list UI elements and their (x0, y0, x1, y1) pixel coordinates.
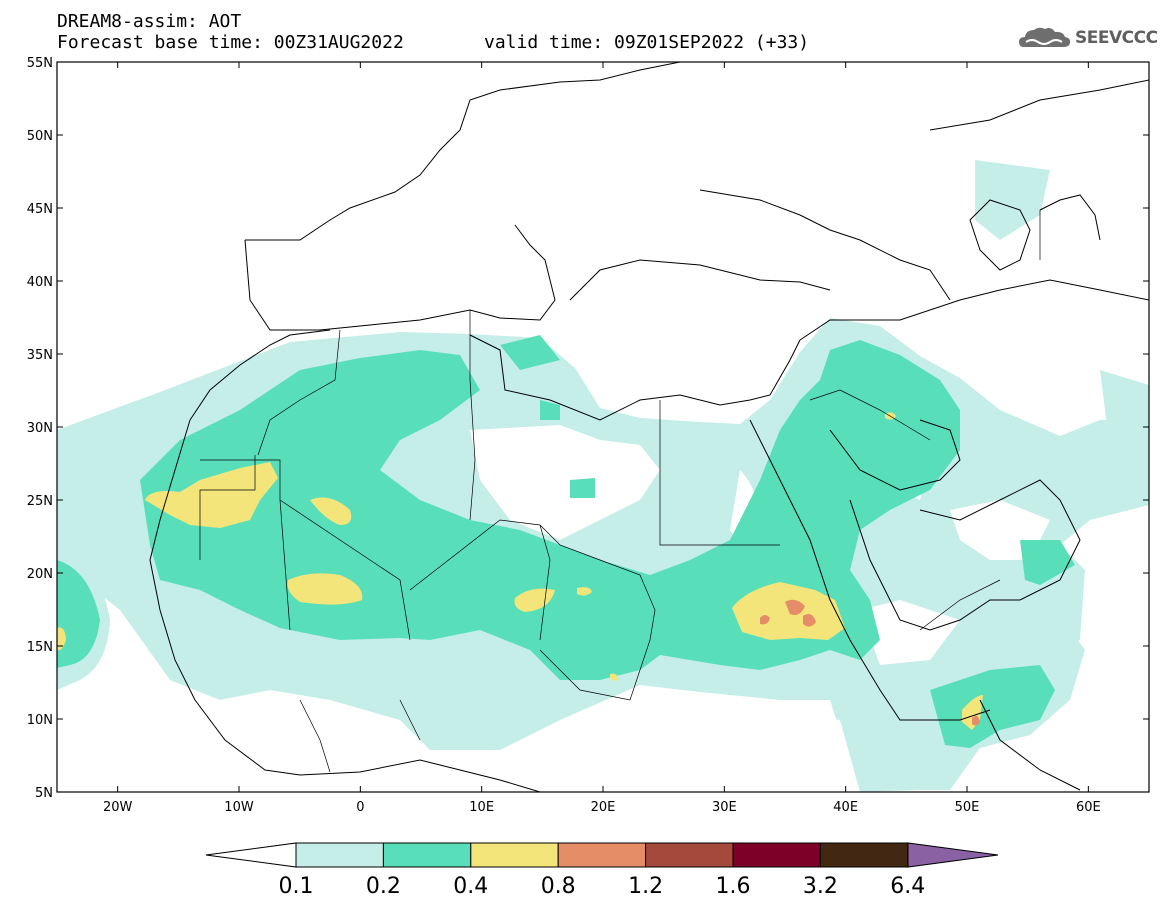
lon-label: 40E (833, 800, 858, 815)
country-borders (199, 210, 1041, 773)
lon-label: 0 (356, 800, 364, 815)
colorbar-over-triangle (907, 842, 999, 868)
colorbar-box (819, 842, 909, 868)
aot-clear-areas (230, 425, 1050, 792)
aot-fields (57, 160, 1149, 792)
lat-label: 10N (27, 713, 53, 728)
lon-label: 20E (591, 800, 616, 815)
lon-label: 30E (712, 800, 737, 815)
lon-label: 10W (224, 800, 254, 815)
lat-label: 20N (27, 567, 53, 582)
colorbar-boxes (295, 842, 909, 868)
lat-label: 15N (27, 640, 53, 655)
lon-label: 10E (469, 800, 494, 815)
colorbar-under-triangle (205, 842, 297, 868)
cloud-logo-icon (1019, 27, 1071, 47)
lat-label: 45N (27, 202, 53, 217)
colorbar-label: 3.2 (803, 874, 838, 899)
colorbar-label: 1.2 (628, 874, 663, 899)
lon-axis: 20W 10W 0 10E 20E 30E 40E 50E 60E (103, 62, 1101, 815)
lat-label: 30N (27, 421, 53, 436)
lat-label: 25N (27, 494, 53, 509)
lon-label: 20W (103, 800, 133, 815)
colorbar-box (557, 842, 647, 868)
lat-label: 35N (27, 348, 53, 363)
lat-label: 5N (35, 786, 53, 801)
lat-axis: 55N 50N 45N 40N 35N 30N 25N 20N 15N 10N 5N (27, 56, 1149, 801)
chart-title: DREAM8-assim: AOT (57, 11, 242, 32)
colorbar-box (732, 842, 821, 868)
logo-text: SEEVCCC (1075, 28, 1158, 48)
colorbar-label: 0.8 (541, 874, 576, 899)
coastlines-and-borders (149, 62, 1149, 792)
lat-label: 40N (27, 275, 53, 290)
colorbar-box (382, 842, 472, 868)
seevccc-logo: SEEVCCC (1018, 25, 1158, 51)
valid-time: valid time: 09Z01SEP2022 (+33) (484, 32, 810, 53)
colorbar-labels: 0.1 0.2 0.4 0.8 1.2 1.6 3.2 6.4 (279, 874, 926, 899)
aot-field-0.8-1.2 (760, 599, 980, 726)
colorbar-label: 0.2 (366, 874, 401, 899)
colorbar-label: 6.4 (890, 874, 925, 899)
lon-label: 60E (1076, 800, 1101, 815)
colorbar-box (470, 842, 559, 868)
forecast-base-time: Forecast base time: 00Z31AUG2022 (57, 32, 404, 53)
colorbar-label: 1.6 (716, 874, 751, 899)
lat-label: 50N (27, 129, 53, 144)
colorbar-label: 0.1 (279, 874, 314, 899)
colorbar-box (645, 842, 734, 868)
colorbar-box (295, 842, 384, 868)
colorbar-label: 0.4 (453, 874, 488, 899)
lon-label: 50E (955, 800, 980, 815)
lat-label: 55N (27, 56, 53, 71)
